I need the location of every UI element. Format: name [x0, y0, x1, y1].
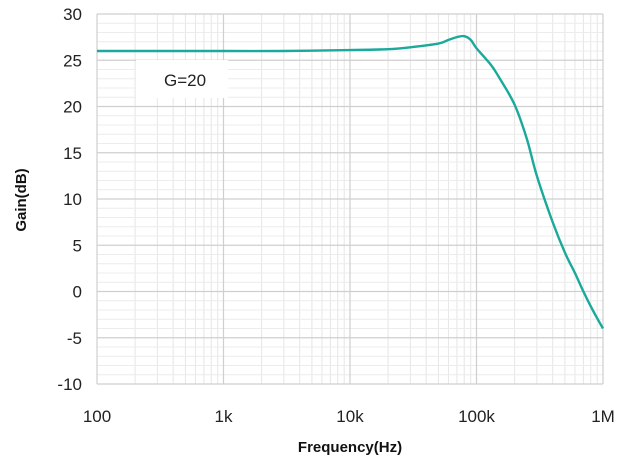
series-group: [97, 34, 605, 330]
x-axis-label: Frequency(Hz): [298, 439, 402, 456]
annotation-background: [136, 60, 228, 98]
x-tick-label: 10k: [336, 407, 364, 426]
major-gridlines: [96, 13, 604, 385]
annotation-box: G=20: [136, 60, 228, 98]
x-tick-label: 1M: [591, 407, 615, 426]
x-tick-label: 1k: [215, 407, 233, 426]
y-tick-label: -10: [57, 375, 82, 394]
y-tick-label: -5: [67, 329, 82, 348]
y-tick-label: 30: [63, 5, 82, 24]
y-tick-labels: -10 -5 0 5 10 15 20 25 30: [57, 5, 82, 394]
x-tick-label: 100: [83, 407, 111, 426]
y-tick-label: 20: [63, 98, 82, 117]
y-tick-label: 5: [73, 236, 82, 255]
gain-series-line: [97, 34, 605, 330]
y-axis-label: Gain(dB): [13, 168, 30, 231]
annotation-label: G=20: [164, 71, 206, 90]
x-tick-labels: 100 1k 10k 100k 1M: [83, 407, 615, 426]
y-tick-label: 10: [63, 190, 82, 209]
y-tick-label: 0: [73, 283, 82, 302]
x-tick-label: 100k: [458, 407, 495, 426]
y-tick-label: 15: [63, 144, 82, 163]
y-tick-label: 25: [63, 51, 82, 70]
